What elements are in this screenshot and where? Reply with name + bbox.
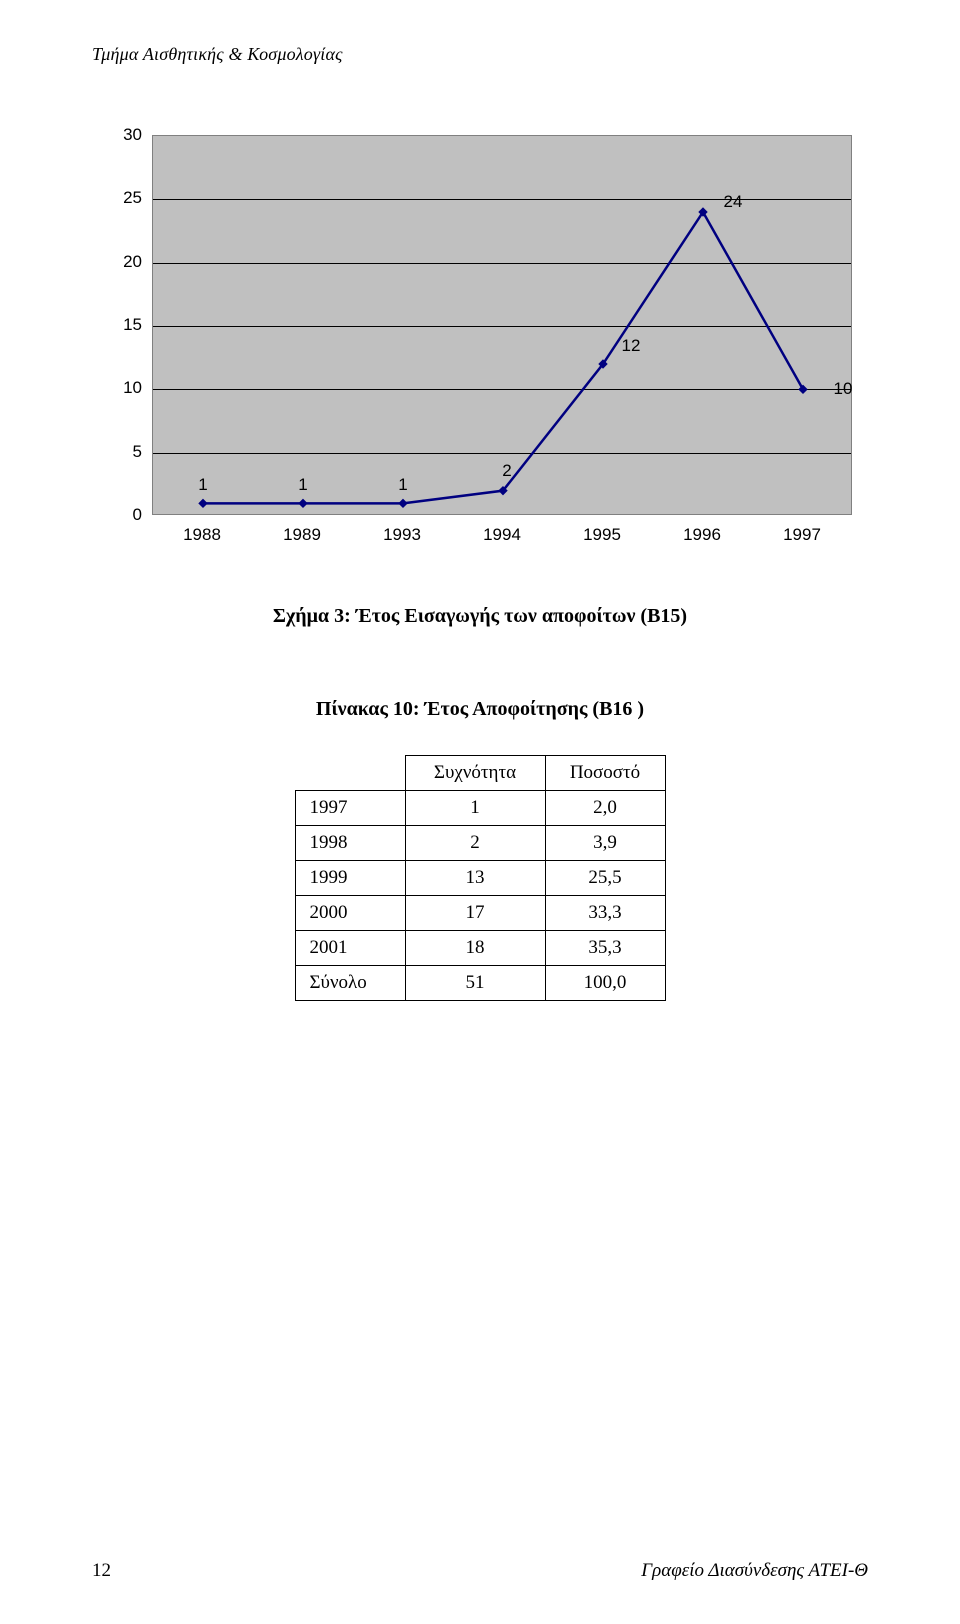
data-label: 24	[724, 192, 743, 212]
cell-freq: 18	[405, 931, 545, 966]
y-tick-label: 20	[92, 252, 142, 272]
series-svg	[153, 136, 853, 516]
table-row: Σύνολο51100,0	[295, 966, 665, 1001]
y-tick-label: 15	[92, 315, 142, 335]
data-marker	[299, 499, 307, 507]
data-marker	[199, 499, 207, 507]
cell-freq: 51	[405, 966, 545, 1001]
y-tick-label: 30	[92, 125, 142, 145]
x-tick-label: 1996	[683, 525, 721, 545]
table-header-pct: Ποσοστό	[545, 756, 665, 791]
table-header-year	[295, 756, 405, 791]
series-line	[203, 212, 803, 503]
x-tick-label: 1994	[483, 525, 521, 545]
data-label: 12	[622, 336, 641, 356]
y-tick-label: 10	[92, 378, 142, 398]
data-marker	[399, 499, 407, 507]
table-header-row: Συχνότητα Ποσοστό	[295, 756, 665, 791]
cell-year: 2001	[295, 931, 405, 966]
x-tick-label: 1989	[283, 525, 321, 545]
cell-pct: 25,5	[545, 861, 665, 896]
chart-caption: Σχήμα 3: Έτος Εισαγωγής των αποφοίτων (Β…	[92, 605, 868, 628]
table-row: 19991325,5	[295, 861, 665, 896]
data-table: Συχνότητα Ποσοστό 199712,0199823,9199913…	[295, 755, 666, 1001]
table-row: 199712,0	[295, 791, 665, 826]
table-header-freq: Συχνότητα	[405, 756, 545, 791]
cell-freq: 17	[405, 896, 545, 931]
page-footer: 12 Γραφείο Διασύνδεσης ΑΤΕΙ-Θ	[92, 1560, 868, 1582]
x-tick-label: 1995	[583, 525, 621, 545]
cell-year: Σύνολο	[295, 966, 405, 1001]
data-label: 1	[198, 475, 207, 495]
x-tick-label: 1993	[383, 525, 421, 545]
data-label: 1	[298, 475, 307, 495]
cell-freq: 1	[405, 791, 545, 826]
page-header-dept: Τμήμα Αισθητικής & Κοσμολογίας	[92, 44, 868, 65]
cell-year: 1998	[295, 826, 405, 861]
footer-right: Γραφείο Διασύνδεσης ΑΤΕΙ-Θ	[641, 1560, 868, 1582]
x-tick-label: 1988	[183, 525, 221, 545]
cell-pct: 33,3	[545, 896, 665, 931]
data-label: 10	[834, 379, 853, 399]
page-number: 12	[92, 1560, 111, 1582]
table-row: 20001733,3	[295, 896, 665, 931]
cell-year: 2000	[295, 896, 405, 931]
plot-area: 1112122410	[152, 135, 852, 515]
table-row: 20011835,3	[295, 931, 665, 966]
y-tick-label: 25	[92, 188, 142, 208]
y-tick-label: 0	[92, 505, 142, 525]
cell-freq: 13	[405, 861, 545, 896]
data-label: 2	[502, 461, 511, 481]
y-tick-label: 5	[92, 442, 142, 462]
cell-pct: 3,9	[545, 826, 665, 861]
cell-year: 1999	[295, 861, 405, 896]
cell-freq: 2	[405, 826, 545, 861]
cell-pct: 35,3	[545, 931, 665, 966]
table-row: 199823,9	[295, 826, 665, 861]
cell-pct: 2,0	[545, 791, 665, 826]
x-tick-label: 1997	[783, 525, 821, 545]
cell-pct: 100,0	[545, 966, 665, 1001]
chart-area: 051015202530 1112122410 1988198919931994…	[92, 125, 872, 565]
data-label: 1	[398, 475, 407, 495]
table-wrap: Συχνότητα Ποσοστό 199712,0199823,9199913…	[92, 755, 868, 1001]
page-root: Τμήμα Αισθητικής & Κοσμολογίας 0 5 10 15 20 2…	[0, 0, 960, 1624]
cell-year: 1997	[295, 791, 405, 826]
table-caption: Πίνακας 10: Έτος Αποφοίτησης (Β16 )	[92, 698, 868, 721]
